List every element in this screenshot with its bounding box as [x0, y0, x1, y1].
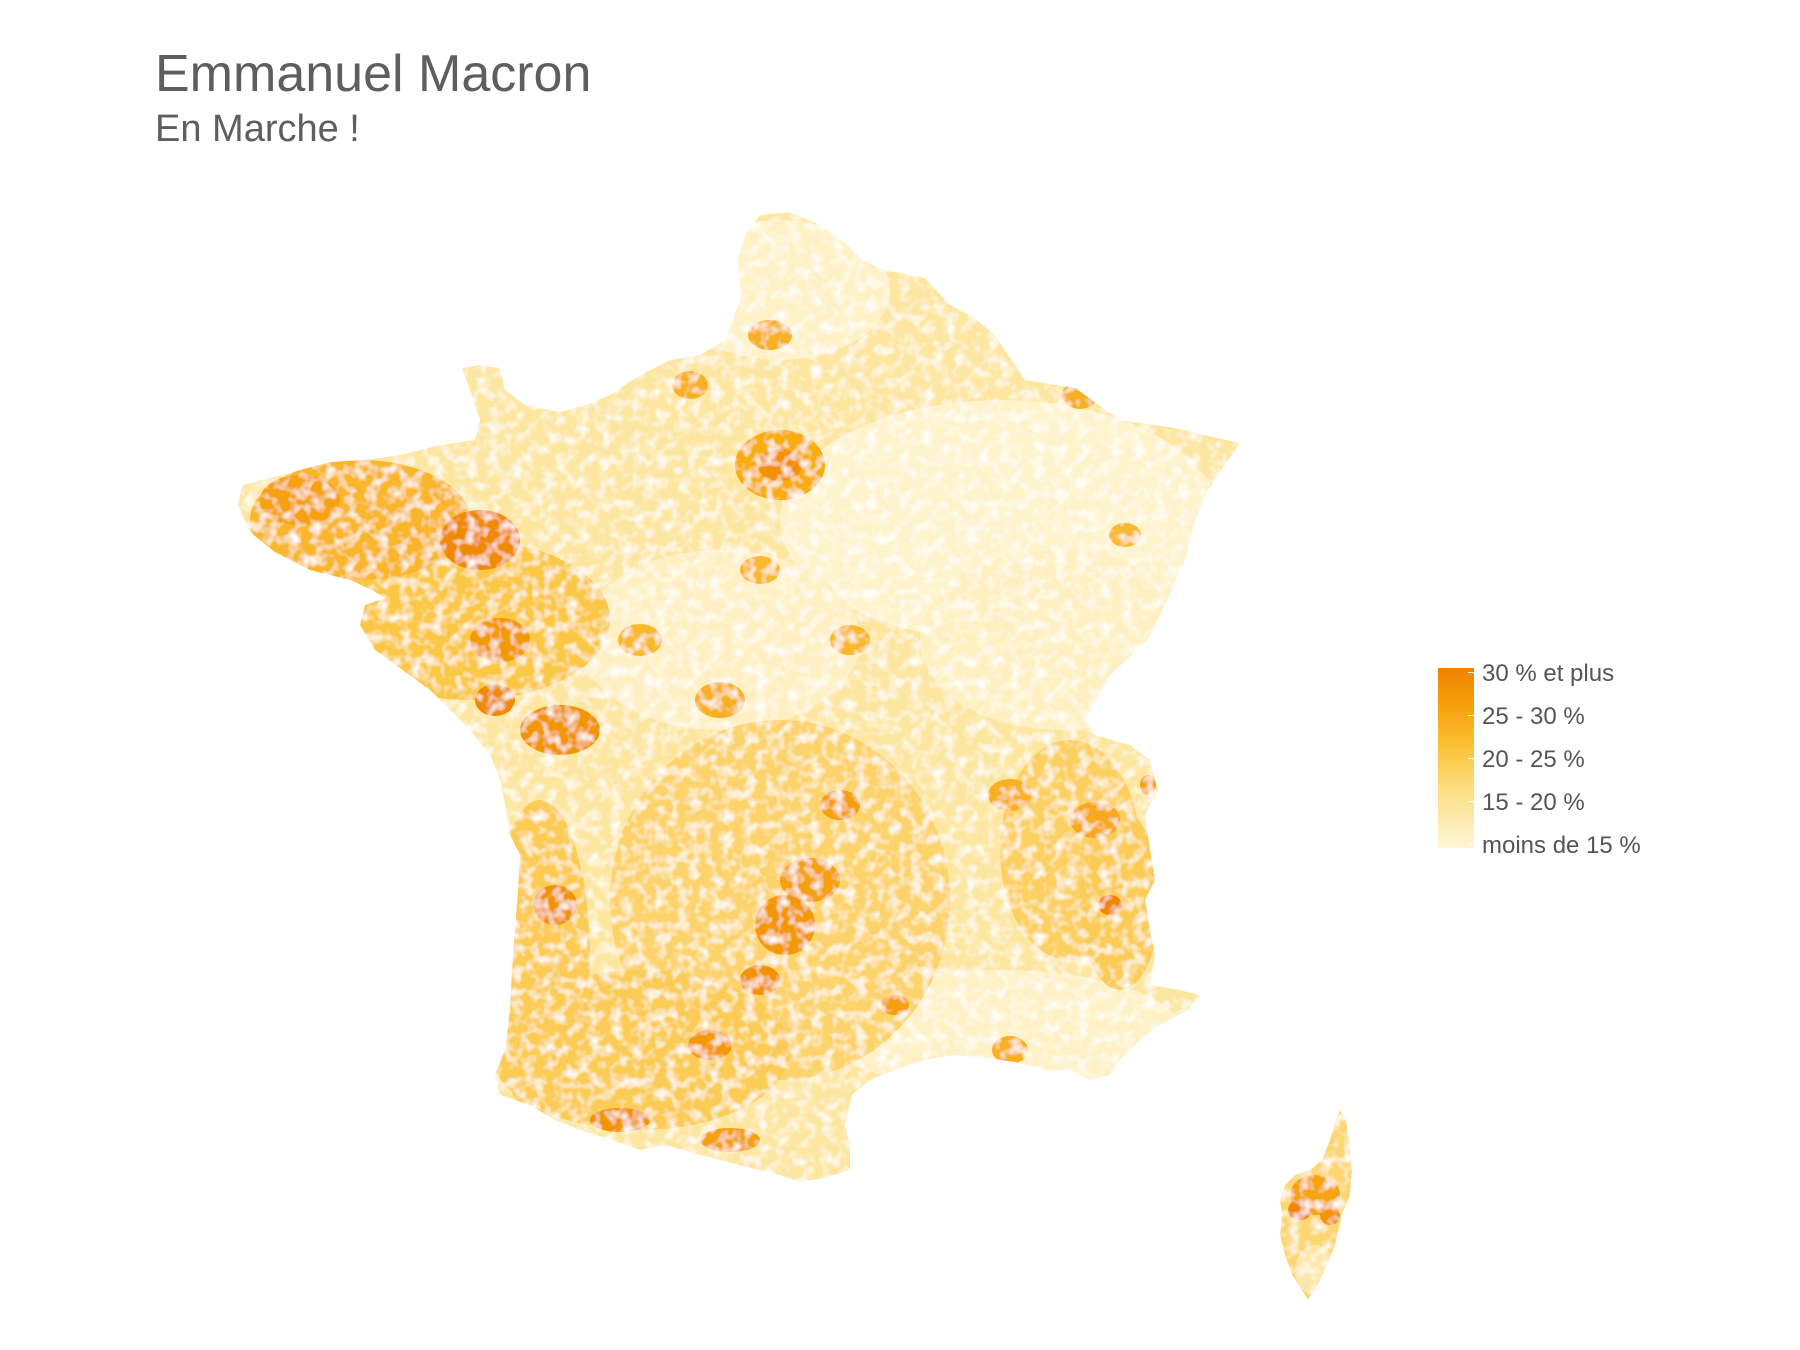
- legend-label-30-plus: 30 % et plus: [1482, 660, 1615, 687]
- map-subtitle: En Marche !: [155, 108, 360, 150]
- map-title: Emmanuel Macron: [155, 45, 592, 103]
- corse: [1280, 1110, 1352, 1300]
- legend-label-15-20: 15 - 20 %: [1482, 789, 1585, 816]
- legend-label-under-15: moins de 15 %: [1482, 832, 1641, 859]
- france-mainland: [238, 212, 1240, 1182]
- legend-label-20-25: 20 - 25 %: [1482, 746, 1585, 773]
- legend-label-25-30: 25 - 30 %: [1482, 703, 1585, 730]
